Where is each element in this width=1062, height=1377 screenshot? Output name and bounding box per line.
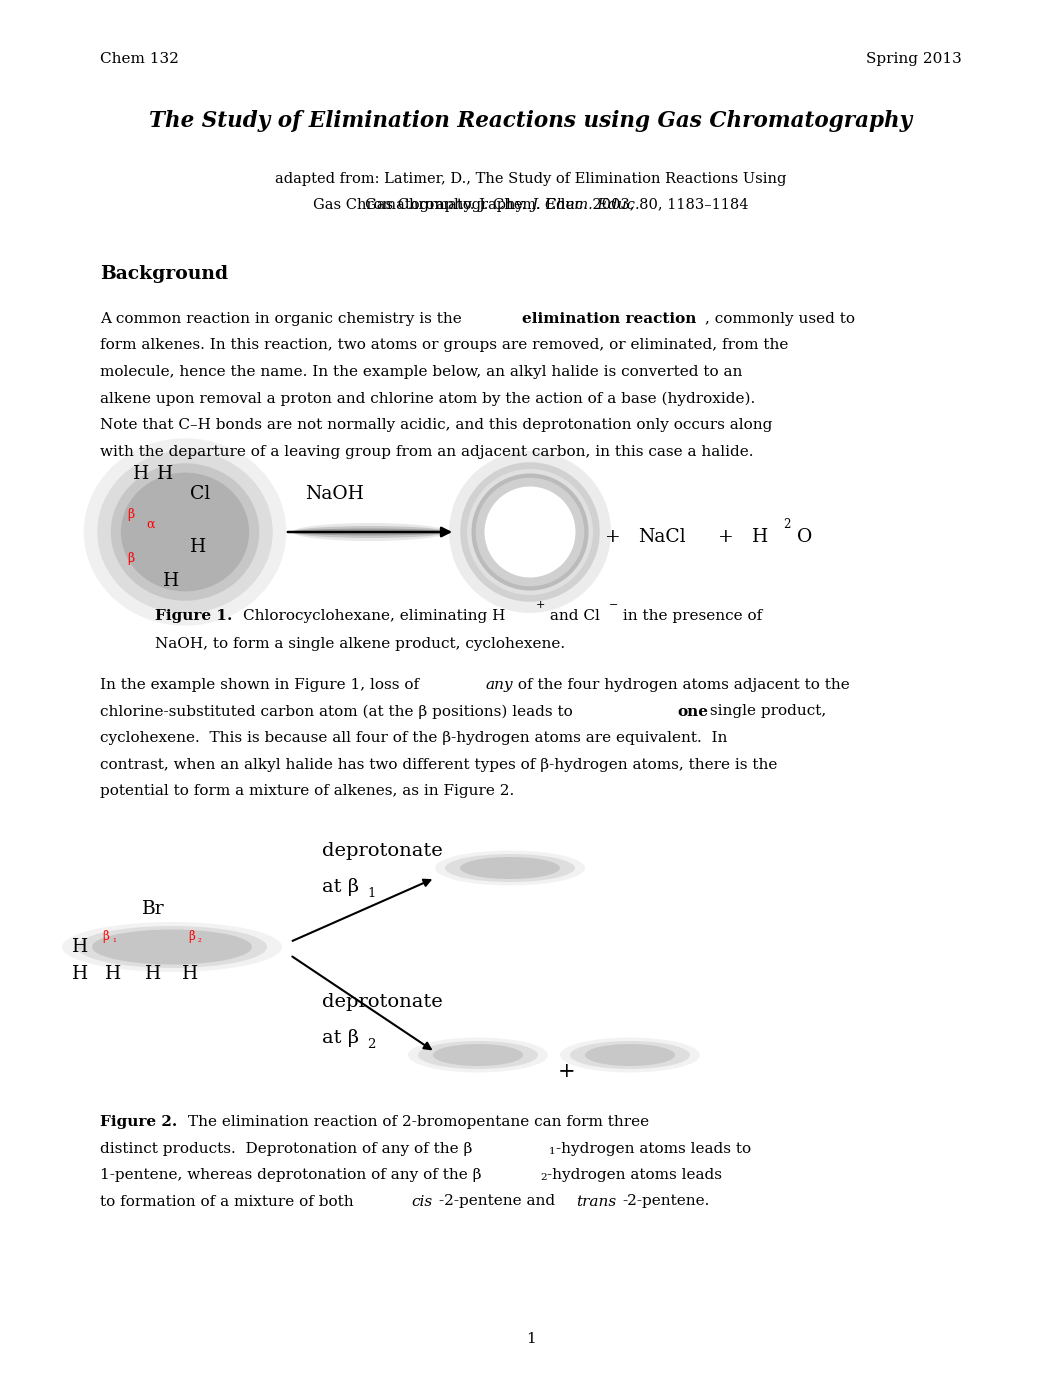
Text: 2: 2 <box>539 1173 547 1183</box>
Text: at β: at β <box>322 879 359 896</box>
Text: one: one <box>678 705 708 719</box>
Text: Gas Chromatography.: Gas Chromatography. <box>365 198 531 212</box>
Ellipse shape <box>460 856 560 879</box>
Text: at β: at β <box>322 1029 359 1047</box>
Text: H: H <box>105 965 121 983</box>
Ellipse shape <box>435 851 585 885</box>
Text: The Study of Elimination Reactions using Gas Chromatography: The Study of Elimination Reactions using… <box>150 110 912 132</box>
Text: single product,: single product, <box>705 705 826 719</box>
Text: contrast, when an alkyl halide has two different types of β-hydrogen atoms, ther: contrast, when an alkyl halide has two d… <box>100 757 777 771</box>
Text: H: H <box>72 938 88 956</box>
Ellipse shape <box>433 1044 523 1066</box>
Text: adapted from: Latimer, D., The Study of Elimination Reactions Using: adapted from: Latimer, D., The Study of … <box>275 172 787 186</box>
Ellipse shape <box>408 1037 548 1073</box>
Text: +: + <box>536 600 545 610</box>
Text: , commonly used to: , commonly used to <box>705 313 855 326</box>
Text: J. Chem. Educ.: J. Chem. Educ. <box>531 198 645 212</box>
Text: -hydrogen atoms leads to: -hydrogen atoms leads to <box>555 1142 751 1155</box>
Ellipse shape <box>92 929 252 964</box>
Text: -2-pentene.: -2-pentene. <box>622 1194 709 1209</box>
Text: cis: cis <box>412 1194 433 1209</box>
Text: +: + <box>558 1062 576 1081</box>
Text: to formation of a mixture of both: to formation of a mixture of both <box>100 1194 359 1209</box>
Text: NaCl: NaCl <box>638 527 686 547</box>
Text: Chlorocyclohexane, eliminating H: Chlorocyclohexane, eliminating H <box>242 609 504 622</box>
Text: 1: 1 <box>526 1332 536 1345</box>
Text: ₂: ₂ <box>198 935 202 945</box>
Ellipse shape <box>98 450 273 613</box>
Text: In the example shown in Figure 1, loss of: In the example shown in Figure 1, loss o… <box>100 677 424 693</box>
Text: with the departure of a leaving group from an adjacent carbon, in this case a ha: with the departure of a leaving group fr… <box>100 445 754 459</box>
Text: β: β <box>102 929 109 943</box>
Text: Cl: Cl <box>190 485 210 503</box>
Ellipse shape <box>78 925 267 968</box>
Text: α: α <box>145 518 154 532</box>
Ellipse shape <box>445 854 575 883</box>
Text: 1-pentene, whereas deprotonation of any of the β: 1-pentene, whereas deprotonation of any … <box>100 1168 481 1181</box>
Ellipse shape <box>418 1041 538 1069</box>
Text: potential to form a mixture of alkenes, as in Figure 2.: potential to form a mixture of alkenes, … <box>100 784 514 799</box>
Text: any: any <box>485 677 513 693</box>
Ellipse shape <box>292 526 447 538</box>
Text: β: β <box>127 508 134 521</box>
Text: H: H <box>182 965 199 983</box>
Text: H: H <box>190 538 206 556</box>
Text: Background: Background <box>100 264 228 284</box>
Text: 1: 1 <box>549 1147 555 1157</box>
Text: 1: 1 <box>367 887 376 901</box>
Text: trans: trans <box>577 1194 617 1209</box>
Text: A common reaction in organic chemistry is the: A common reaction in organic chemistry i… <box>100 313 466 326</box>
Ellipse shape <box>570 1041 690 1069</box>
Ellipse shape <box>585 1044 675 1066</box>
Text: H: H <box>145 965 161 983</box>
Text: and Cl: and Cl <box>545 609 600 622</box>
Text: ₁: ₁ <box>112 935 116 945</box>
Text: chlorine-substituted carbon atom (at the β positions) leads to: chlorine-substituted carbon atom (at the… <box>100 705 578 719</box>
Text: H: H <box>133 465 150 483</box>
Text: deprotonate: deprotonate <box>322 993 443 1011</box>
Text: The elimination reaction of 2-bromopentane can form three: The elimination reaction of 2-bromopenta… <box>188 1115 649 1129</box>
Text: alkene upon removal a proton and chlorine atom by the action of a base (hydroxid: alkene upon removal a proton and chlorin… <box>100 391 755 406</box>
Text: H: H <box>72 965 88 983</box>
Text: NaOH, to form a single alkene product, cyclohexene.: NaOH, to form a single alkene product, c… <box>155 636 565 650</box>
Text: H: H <box>157 465 173 483</box>
Text: deprotonate: deprotonate <box>322 841 443 861</box>
Text: Figure 2.: Figure 2. <box>100 1115 177 1129</box>
Ellipse shape <box>292 523 447 541</box>
Text: β: β <box>127 552 134 565</box>
Text: in the presence of: in the presence of <box>618 609 763 622</box>
Text: Note that C–H bonds are not normally acidic, and this deprotonation only occurs : Note that C–H bonds are not normally aci… <box>100 419 772 432</box>
Text: Chem 132: Chem 132 <box>100 52 178 66</box>
Ellipse shape <box>292 529 447 536</box>
Text: +: + <box>718 527 734 547</box>
Text: 2: 2 <box>367 1038 376 1051</box>
Text: +: + <box>605 527 621 547</box>
Text: -2-pentene and: -2-pentene and <box>440 1194 560 1209</box>
Ellipse shape <box>560 1037 700 1073</box>
Text: O: O <box>796 527 812 547</box>
Text: elimination reaction: elimination reaction <box>521 313 696 326</box>
Ellipse shape <box>110 463 259 600</box>
Text: distinct products.  Deprotonation of any of the β: distinct products. Deprotonation of any … <box>100 1142 473 1155</box>
Text: Figure 1.: Figure 1. <box>155 609 233 622</box>
Ellipse shape <box>62 923 282 972</box>
Text: −: − <box>609 600 618 610</box>
Text: 2: 2 <box>783 518 790 532</box>
Text: Gas Chromatography. J. Chem. Educ. 2003, 80, 1183–1184: Gas Chromatography. J. Chem. Educ. 2003,… <box>313 198 749 212</box>
Text: of the four hydrogen atoms adjacent to the: of the four hydrogen atoms adjacent to t… <box>513 677 850 693</box>
Text: H: H <box>752 527 768 547</box>
Text: H: H <box>162 571 179 589</box>
Text: NaOH: NaOH <box>305 485 364 503</box>
Ellipse shape <box>84 438 287 625</box>
Ellipse shape <box>121 472 250 591</box>
Text: β: β <box>188 929 194 943</box>
Text: Br: Br <box>142 901 165 918</box>
Text: Spring 2013: Spring 2013 <box>867 52 962 66</box>
Text: molecule, hence the name. In the example below, an alkyl halide is converted to : molecule, hence the name. In the example… <box>100 365 742 379</box>
Text: -hydrogen atoms leads: -hydrogen atoms leads <box>547 1168 721 1181</box>
Text: form alkenes. In this reaction, two atoms or groups are removed, or eliminated, : form alkenes. In this reaction, two atom… <box>100 339 788 353</box>
Ellipse shape <box>502 504 558 559</box>
Text: cyclohexene.  This is because all four of the β-hydrogen atoms are equivalent.  : cyclohexene. This is because all four of… <box>100 731 727 745</box>
